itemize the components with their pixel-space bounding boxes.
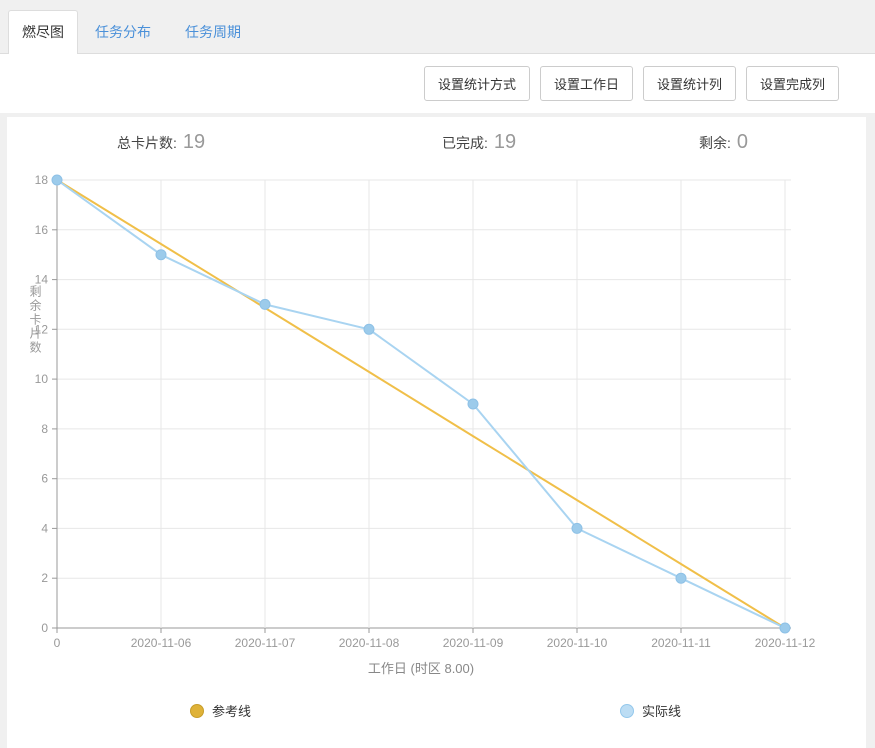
data-point-marker — [779, 622, 791, 634]
set-statistics-method-button[interactable]: 设置统计方式 — [423, 66, 530, 101]
x-tick-label: 2020-11-06 — [131, 636, 192, 650]
y-tick-label: 10 — [35, 372, 49, 386]
tab-bar: 燃尽图 任务分布 任务周期 — [0, 0, 875, 54]
x-tick-label: 2020-11-12 — [755, 636, 816, 650]
x-tick-label: 2020-11-08 — [339, 636, 400, 650]
actual-line-swatch-icon — [620, 703, 634, 718]
data-point-marker — [675, 572, 687, 584]
stat-total-cards-label: 总卡片数: — [117, 135, 177, 151]
tab-task-cycle[interactable]: 任务周期 — [185, 24, 241, 40]
y-tick-label: 0 — [41, 621, 48, 635]
tab-burndown-chart[interactable]: 燃尽图 — [8, 10, 78, 54]
data-point-marker — [51, 174, 63, 186]
reference-line-series — [56, 179, 786, 629]
stat-remaining: 剩余: 0 — [699, 131, 748, 154]
stat-total-cards: 总卡片数: 19 — [117, 131, 205, 154]
stat-completed: 已完成: 19 — [442, 131, 516, 154]
legend-item-reference-line[interactable]: 参考线 — [190, 701, 251, 720]
x-tick-label: 2020-11-07 — [235, 636, 296, 650]
tab-task-distribution[interactable]: 任务分布 — [95, 24, 151, 40]
actual-line-label: 实际线 — [642, 704, 682, 719]
y-tick-label: 18 — [35, 173, 49, 187]
data-point-marker — [259, 298, 271, 310]
legend-item-actual-line[interactable]: 实际线 — [620, 701, 681, 720]
data-point-marker — [155, 249, 167, 261]
y-tick-label: 6 — [41, 472, 48, 486]
y-axis-title: 剩余卡片数 — [28, 285, 42, 355]
x-tick-label: 0 — [54, 636, 61, 650]
stat-remaining-label: 剩余: — [699, 135, 731, 151]
chart-legend: 参考线 实际线 — [7, 685, 866, 745]
x-axis-title: 工作日 (时区 8.00) — [368, 661, 474, 676]
settings-toolbar: 设置统计方式 设置工作日 设置统计列 设置完成列 — [0, 54, 875, 113]
stat-remaining-value: 0 — [736, 131, 749, 153]
set-completed-column-button[interactable]: 设置完成列 — [745, 66, 839, 101]
data-point-marker — [571, 522, 583, 534]
set-statistics-column-button[interactable]: 设置统计列 — [642, 66, 736, 101]
data-point-marker — [363, 323, 375, 335]
data-point-marker — [467, 398, 479, 410]
y-tick-label: 12 — [35, 322, 49, 336]
y-tick-label: 8 — [41, 422, 48, 436]
y-tick-label: 2 — [41, 571, 48, 585]
set-working-days-button[interactable]: 设置工作日 — [539, 66, 633, 101]
stat-completed-label: 已完成: — [442, 135, 488, 151]
stats-row: 总卡片数: 19 已完成: 19 剩余: 0 — [7, 117, 866, 165]
actual-line-series — [56, 179, 786, 629]
stat-completed-value: 19 — [493, 131, 517, 153]
reference-line-swatch-icon — [190, 703, 204, 718]
y-tick-label: 14 — [35, 273, 49, 287]
y-tick-label: 4 — [41, 521, 48, 535]
reference-line-label: 参考线 — [212, 704, 252, 719]
x-tick-label: 2020-11-10 — [547, 636, 608, 650]
burndown-panel: 总卡片数: 19 已完成: 19 剩余: 0 剩余卡片数 0 2 4 6 8 10 12 14 16 1… — [7, 117, 866, 748]
y-tick-label: 16 — [35, 223, 49, 237]
x-tick-label: 2020-11-09 — [443, 636, 504, 650]
x-tick-label: 2020-11-11 — [651, 636, 711, 650]
burndown-line-chart: 0 2 4 6 8 10 12 14 16 18 0 2020-11-06 2020-11-07 2020… — [35, 173, 816, 676]
stat-total-cards-value: 19 — [182, 131, 206, 153]
